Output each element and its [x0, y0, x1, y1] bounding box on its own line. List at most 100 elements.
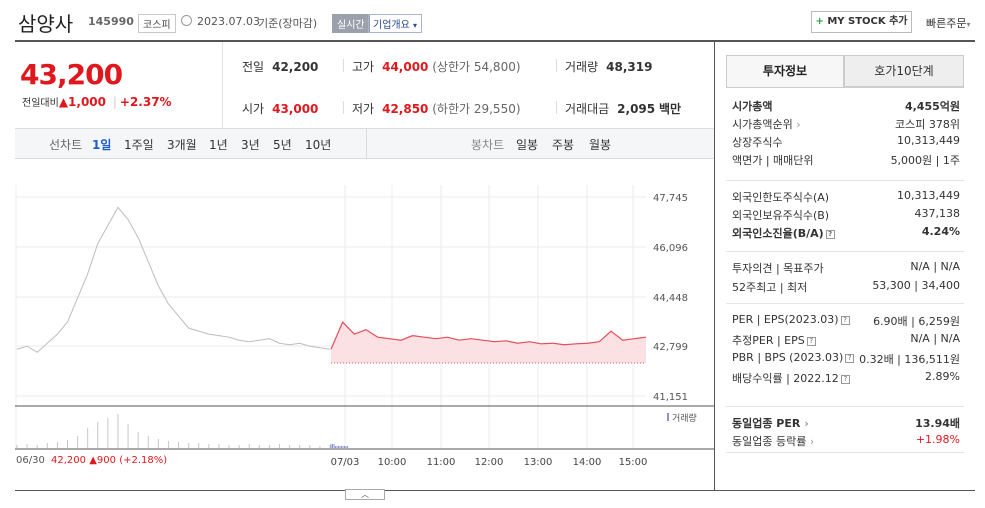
change-value: 1,000 [68, 95, 107, 109]
x-tick-label: 07/03 [331, 457, 360, 468]
tab-3y[interactable]: 3년 [241, 138, 260, 152]
chart-tabbar-divider [366, 128, 367, 159]
info-row-value: 2.89% [925, 370, 960, 383]
quick-order-dropdown[interactable]: 빠른주문▾ [926, 15, 971, 31]
chevron-up-icon: ︿ [361, 490, 369, 499]
info-row-label: 외국인소진율(B/A)? [732, 225, 835, 241]
info-row-label: 52주최고 | 최저 [732, 281, 808, 294]
intraday-chart: 47,745 46,096 44,448 42,799 41,151 거래량 07/03 10… [15, 185, 714, 468]
x-tick-label: 13:00 [524, 457, 553, 468]
change-label: 전일대비 [22, 98, 59, 109]
info-row: 외국인소진율(B/A)? 4.24% [732, 225, 960, 241]
info-row-label: 배당수익률 | 2022.12? [732, 370, 850, 386]
tab-1w[interactable]: 1주일 [124, 138, 154, 152]
section-divider [726, 303, 964, 304]
up-arrow-icon: ▲ [58, 95, 69, 109]
info-row: PBR | BPS (2023.03)? 0.32배 | 136,511원 [732, 351, 960, 367]
change-separator: | [112, 95, 117, 109]
tab-3m[interactable]: 3개월 [167, 138, 197, 152]
side-panel-topline [726, 87, 964, 88]
info-row: 액면가 | 매매단위 5,000원 | 1주 [732, 152, 960, 168]
x-tick-label: 12:00 [475, 457, 504, 468]
stock-name: 삼양사 [18, 12, 74, 36]
y-tick-label: 41,151 [653, 392, 688, 403]
stock-code: 145990 [88, 15, 134, 28]
prev-day-change-pct: (+2.18%) [119, 455, 168, 466]
high-price: 고가 44,000 (상한가 54,800) [352, 60, 521, 74]
tab-5y[interactable]: 5년 [273, 138, 292, 152]
tab-1y[interactable]: 1년 [209, 138, 228, 152]
info-row-value: 437,138 [914, 207, 961, 220]
info-row: 외국인한도주식수(A) 10,313,449 [732, 189, 960, 205]
volume-legend-swatch [667, 413, 669, 421]
chevron-down-icon: ▾ [966, 20, 971, 29]
trade-amount: 거래대금 2,095 백만 [565, 102, 682, 116]
help-icon[interactable]: ? [845, 354, 855, 363]
info-row-label: 투자의견 | 목표주가 [732, 262, 824, 275]
plus-icon: + [815, 16, 824, 27]
company-info-dropdown[interactable]: 기업개요 ▾ [368, 14, 423, 33]
info-row-value: 6.90배 | 6,259원 [873, 315, 960, 328]
section-divider [726, 452, 964, 453]
y-tick-label: 46,096 [653, 243, 688, 254]
info-row: PER | EPS(2023.03)? 6.90배 | 6,259원 [732, 313, 960, 329]
divider [556, 101, 557, 114]
info-row[interactable]: 시가총액순위 › 코스피 378위 [732, 116, 960, 132]
chevron-right-icon: › [792, 118, 801, 131]
price-change: 전일대비▲1,000 | +2.37% [22, 94, 172, 109]
tab-investment-info[interactable]: 투자정보 [726, 55, 844, 87]
y-tick-label: 42,799 [653, 342, 688, 353]
info-row: 추정PER | EPS? N/A | N/A [732, 332, 960, 348]
tab-10y[interactable]: 10년 [305, 138, 332, 152]
tab-daily[interactable]: 일봉 [516, 138, 539, 152]
open-price: 시가 43,000 [242, 102, 319, 116]
tab-order-book[interactable]: 호가10단계 [844, 55, 964, 87]
divider [343, 59, 344, 72]
my-stock-label: MY STOCK 추가 [827, 16, 908, 27]
tab-weekly[interactable]: 주봉 [552, 138, 575, 152]
prev-day-close: 42,200 [51, 455, 87, 466]
chevron-down-icon: ▾ [413, 21, 418, 30]
quote-date: 2023.07.03 [197, 15, 260, 28]
prev-day-date: 06/30 [16, 455, 45, 466]
info-row-value: 10,313,449 [897, 134, 960, 147]
realtime-badge[interactable]: 실시간 [332, 14, 370, 33]
info-row-value: 코스피 378위 [895, 118, 960, 131]
change-percent: +2.37% [119, 95, 172, 109]
x-tick-label: 14:00 [573, 457, 602, 468]
help-icon[interactable]: ? [806, 337, 816, 346]
collapse-chart-button[interactable]: ︿ [345, 489, 385, 500]
info-row[interactable]: 동일업종 PER › 13.94배 [732, 415, 960, 431]
section-divider [726, 406, 964, 407]
info-row-value: 4,455억원 [904, 100, 960, 113]
x-tick-label: 11:00 [427, 457, 456, 468]
info-row-value: 10,313,449 [897, 189, 960, 202]
chevron-right-icon: › [806, 435, 815, 448]
tab-1d[interactable]: 1일 [92, 138, 112, 152]
info-row: 배당수익률 | 2022.12? 2.89% [732, 370, 960, 386]
tab-monthly[interactable]: 월봉 [589, 138, 612, 152]
my-stock-button[interactable]: + MY STOCK 추가 [811, 11, 912, 33]
help-icon[interactable]: ? [840, 375, 850, 384]
info-row-label: 추정PER | EPS? [732, 332, 816, 348]
x-tick-label: 10:00 [378, 457, 407, 468]
current-price: 43,200 [20, 58, 123, 91]
chart-tabbar [15, 128, 714, 159]
volume-legend-label: 거래량 [672, 412, 697, 424]
info-row-label: PBR | BPS (2023.03)? [732, 351, 855, 364]
help-icon[interactable]: ? [840, 316, 850, 325]
y-tick-label: 47,745 [653, 193, 688, 204]
up-arrow-icon: ▲ [89, 455, 97, 466]
tab-investment-info-label: 투자정보 [762, 64, 808, 78]
info-row-label: 외국인보유주식수(B) [732, 209, 830, 222]
info-row[interactable]: 동일업종 등락률 › +1.98% [732, 433, 960, 449]
info-row-value: N/A | N/A [910, 332, 960, 345]
x-tick-label: 15:00 [619, 457, 648, 468]
info-row: 투자의견 | 목표주가 N/A | N/A [732, 260, 960, 276]
info-row: 외국인보유주식수(B) 437,138 [732, 207, 960, 223]
chevron-right-icon: › [800, 417, 809, 430]
info-row: 시가총액 4,455억원 [732, 98, 960, 114]
line-chart-label: 선차트 [49, 138, 83, 152]
company-info-label: 기업개요 [373, 20, 410, 31]
help-icon[interactable]: ? [825, 230, 835, 239]
